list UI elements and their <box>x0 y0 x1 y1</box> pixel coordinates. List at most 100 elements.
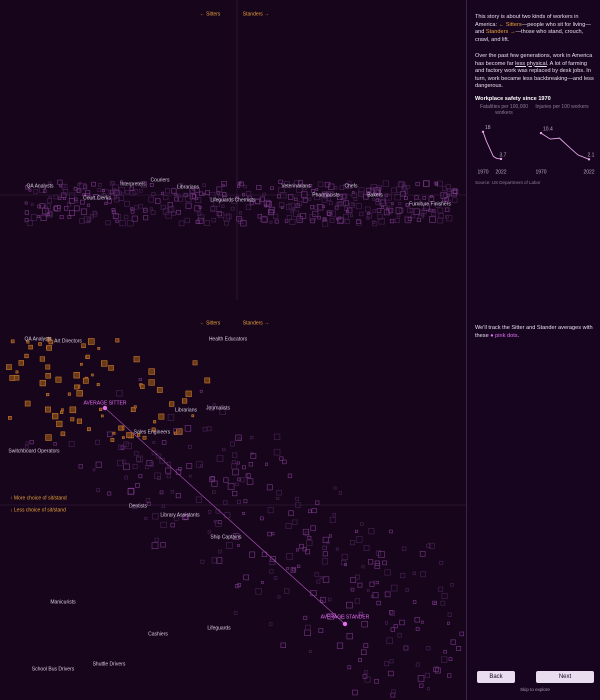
back-button[interactable]: Back <box>477 671 515 683</box>
next-button[interactable]: Next <box>536 671 594 683</box>
occupation-icon <box>197 211 202 217</box>
occupation-icon <box>286 215 292 221</box>
occupation-icon <box>302 528 309 536</box>
occupation-icon <box>67 392 71 396</box>
occupation-icon <box>45 434 52 441</box>
occupation-icon <box>95 461 102 468</box>
occupation-icon <box>192 194 197 199</box>
occupation-icon <box>45 406 51 413</box>
occupation-icon <box>95 439 100 445</box>
pink-dots-inline: ● pink dots <box>490 332 518 339</box>
occupation-icon <box>78 464 83 469</box>
occupation-icon <box>91 181 96 187</box>
occupation-icon <box>48 196 52 200</box>
occupation-icon <box>232 452 238 458</box>
occupation-icon <box>45 364 51 370</box>
occupation-icon <box>231 198 238 204</box>
occupation-icon <box>435 667 441 674</box>
occupation-icon <box>200 559 205 564</box>
occupation-icon <box>97 188 102 192</box>
occupation-icon <box>333 486 337 490</box>
occupation-icon <box>120 445 125 450</box>
occupation-icon <box>426 646 431 651</box>
x-tick-label: 2022 <box>495 169 506 175</box>
occupation-icon <box>346 633 353 640</box>
skip-link[interactable]: Skip to explore <box>520 687 550 692</box>
occupation-icon <box>289 218 296 225</box>
occupation-icon <box>69 192 76 199</box>
occupation-icon <box>240 220 247 227</box>
text: —those who stand, crouch, crawl, and lif… <box>475 29 584 43</box>
mini-chart-title: Workplace safety since 1970 <box>475 96 551 102</box>
occupation-icon <box>373 189 379 195</box>
occupation-icon <box>321 191 328 198</box>
occupation-icon <box>188 474 192 478</box>
occupation-icon <box>346 601 353 609</box>
occupation-icon <box>60 431 66 437</box>
occupation-icon <box>361 565 365 569</box>
occupation-icon <box>310 205 315 210</box>
occupation-icon <box>48 339 54 345</box>
occupation-icon <box>438 586 444 592</box>
occupation-icon <box>74 384 79 390</box>
occupation-icon <box>399 619 405 626</box>
occupation-icon <box>117 459 124 467</box>
occupation-icon <box>338 491 342 495</box>
occupation-icon <box>441 656 448 663</box>
occupation-icon <box>217 549 222 554</box>
occupation-icon <box>405 588 409 592</box>
occupation-icon <box>351 203 355 206</box>
occupation-icon <box>97 347 101 350</box>
occupation-icon <box>372 209 377 213</box>
occupation-icon <box>144 465 149 470</box>
occupation-icon <box>242 512 246 515</box>
occupation-icon <box>356 220 362 226</box>
occupation-icon <box>447 673 452 678</box>
occupation-icon <box>261 216 268 223</box>
occupation-icon <box>388 670 394 677</box>
occupation-icon <box>185 195 192 202</box>
occupation-icon <box>389 659 394 664</box>
occupation-icon <box>363 643 369 648</box>
occupation-icon <box>221 204 225 208</box>
line <box>540 132 590 160</box>
occupation-icon <box>261 581 264 584</box>
occupation-icon <box>249 551 256 558</box>
occupation-icon <box>40 214 47 221</box>
occupation-icon <box>437 217 444 224</box>
occupation-icon <box>403 645 409 651</box>
occupation-icon <box>174 516 179 521</box>
occupation-icon <box>376 600 381 606</box>
occupation-icon <box>48 181 52 185</box>
occupation-icon <box>170 522 175 528</box>
occupation-icon <box>349 202 355 208</box>
occupation-icon <box>151 542 159 550</box>
occupation-icon <box>195 219 200 225</box>
occupation-icon <box>81 343 86 348</box>
occupation-icon <box>302 546 307 552</box>
occupation-icon <box>56 420 63 428</box>
occupation-icon <box>341 560 347 566</box>
standers-label: Standers → <box>243 320 269 326</box>
occupation-icon <box>64 206 69 211</box>
occupation-icon <box>188 444 192 449</box>
occupation-icon <box>131 215 138 222</box>
occupation-icon <box>149 462 155 467</box>
occupation-icon <box>132 464 138 469</box>
occupation-icon <box>121 459 127 464</box>
endpoint <box>587 158 591 161</box>
occupation-icon <box>422 196 426 200</box>
occupation-icon <box>53 206 58 211</box>
occupation-icon <box>276 489 282 496</box>
occupation-icon <box>143 215 149 221</box>
occupation-label: Court Clerks <box>83 195 111 201</box>
occupation-icon <box>80 199 85 205</box>
occupation-icon <box>378 197 385 204</box>
occupation-icon <box>134 205 139 210</box>
story-panel: This story is about two kinds of workers… <box>466 0 600 700</box>
occupation-icon <box>24 353 29 359</box>
occupation-icon <box>345 209 350 214</box>
occupation-icon <box>364 676 371 683</box>
occupation-icon <box>224 221 229 226</box>
occupation-icon <box>357 582 363 588</box>
